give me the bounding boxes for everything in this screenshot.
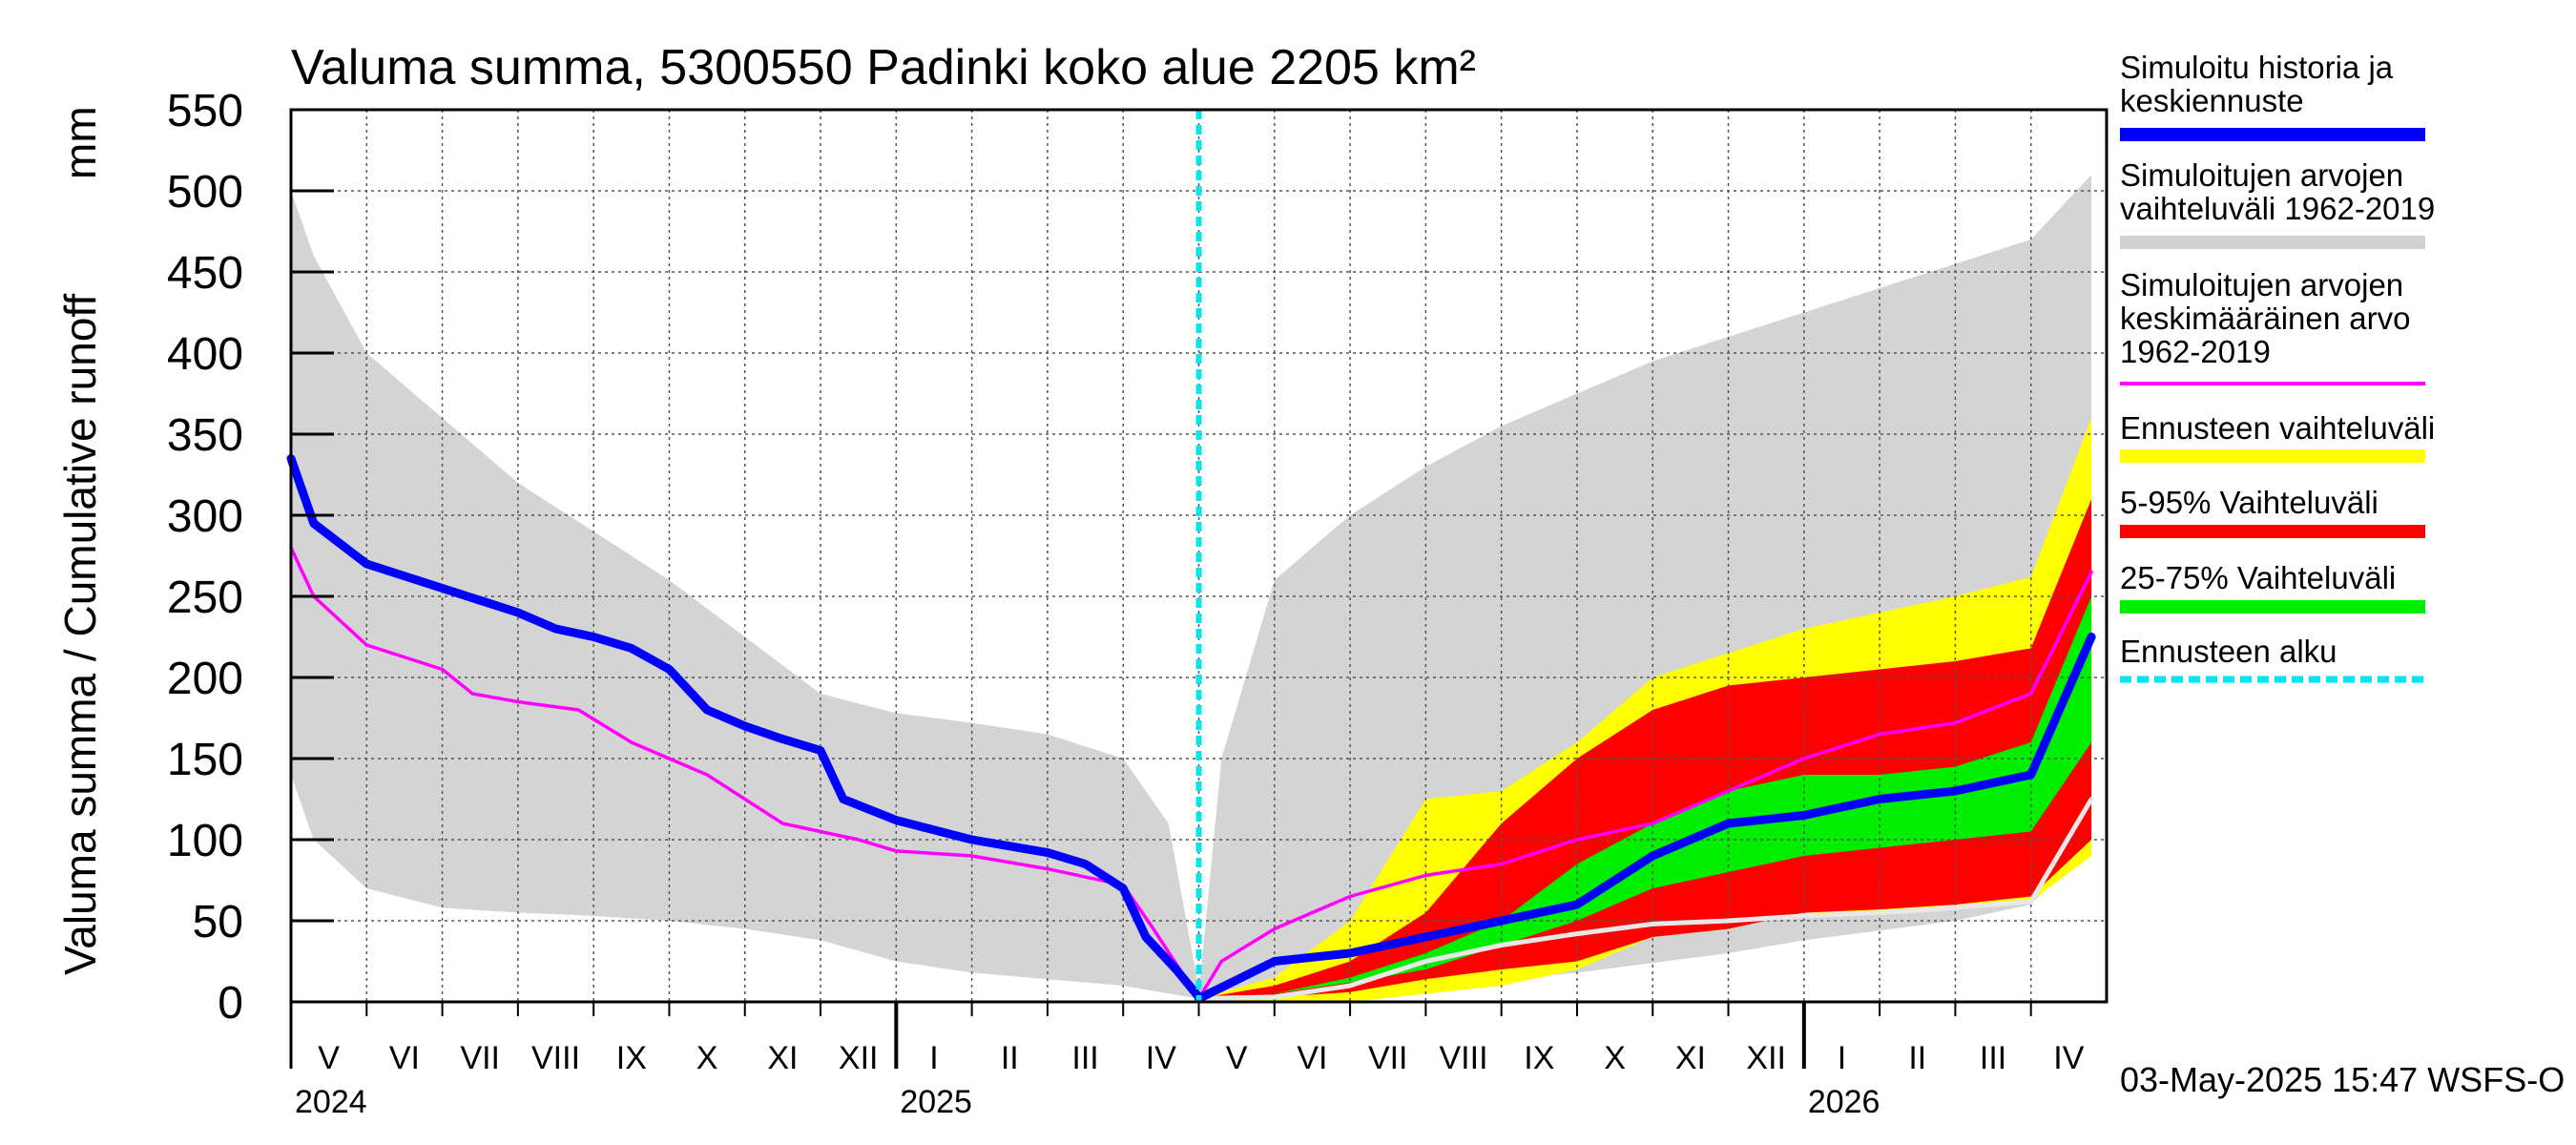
x-year-label: 2025	[900, 1084, 972, 1120]
x-month-label: XI	[767, 1040, 798, 1076]
legend-label: Simuloitujen arvojen	[2120, 157, 2403, 193]
legend-label: vaihteluväli 1962-2019	[2120, 191, 2435, 226]
legend-label: Ennusteen vaihteluväli	[2120, 410, 2435, 446]
plot-areas	[291, 175, 2092, 1002]
x-month-label: XII	[1746, 1040, 1786, 1076]
historical-low-line	[1196, 797, 2094, 1002]
timestamp: 03-May-2025 15:47 WSFS-O	[2120, 1060, 2565, 1099]
y-tick-label: 550	[167, 86, 243, 136]
chart-title: Valuma summa, 5300550 Padinki koko alue …	[291, 40, 1476, 95]
x-month-label: IV	[2053, 1040, 2084, 1076]
legend-item: 5-95% Vaihteluväli	[2120, 485, 2425, 538]
legend-label: keskimääräinen arvo	[2120, 301, 2410, 336]
y-tick-label: 100	[167, 816, 243, 866]
x-month-label: I	[1838, 1040, 1846, 1076]
history-range-band	[291, 191, 1199, 999]
legend: Simuloitu historia jakeskiennusteSimuloi…	[2120, 50, 2435, 683]
legend-label: Simuloitu historia ja	[2120, 50, 2394, 85]
y-tick-label: 250	[167, 572, 243, 623]
y-tick-label: 50	[193, 897, 243, 947]
legend-label: 5-95% Vaihteluväli	[2120, 485, 2379, 520]
legend-item: Ennusteen alku	[2120, 634, 2425, 683]
x-month-label: IX	[1524, 1040, 1554, 1076]
x-month-label: X	[696, 1040, 718, 1076]
forecast-mean-line	[1196, 570, 2093, 1001]
x-month-label: VI	[1297, 1040, 1327, 1076]
history-mean-line	[289, 546, 1201, 1001]
y-tick-label: 0	[218, 978, 243, 1029]
legend-label: 1962-2019	[2120, 334, 2271, 369]
legend-label: keskiennuste	[2120, 83, 2304, 118]
forecast-5-95-band	[1198, 499, 2092, 999]
x-month-label: VII	[460, 1040, 500, 1076]
x-month-label: IV	[1146, 1040, 1176, 1076]
y-tick-label: 400	[167, 329, 243, 380]
x-month-label: V	[1226, 1040, 1248, 1076]
legend-item: 25-75% Vaihteluväli	[2120, 560, 2425, 614]
x-month-label: I	[929, 1040, 938, 1076]
x-tick-labels: V VI VII VIII IX X XI XII I II III IV V VI VII VIII IX X X…	[295, 1040, 2085, 1120]
x-month-label: V	[318, 1040, 340, 1076]
x-month-label: VI	[389, 1040, 420, 1076]
y-tick-label: 350	[167, 410, 243, 461]
x-month-label: III	[1071, 1040, 1098, 1076]
x-month-label: II	[1908, 1040, 1926, 1076]
x-month-label: III	[1980, 1040, 2006, 1076]
y-tick-label: 300	[167, 491, 243, 542]
x-month-label: II	[1001, 1040, 1019, 1076]
x-month-label: VII	[1368, 1040, 1408, 1076]
legend-label: 25-75% Vaihteluväli	[2120, 560, 2396, 595]
legend-label: Ennusteen alku	[2120, 634, 2337, 669]
simulated-history-line	[286, 454, 1203, 1002]
plot-lines	[286, 110, 2096, 1004]
x-year-label: 2024	[295, 1084, 367, 1120]
x-month-label: XII	[839, 1040, 879, 1076]
y-axis-unit: mm	[55, 106, 105, 179]
plot-axes	[289, 108, 2109, 1069]
legend-item: Ennusteen vaihteluväli	[2120, 410, 2435, 463]
x-month-label: VIII	[1440, 1040, 1488, 1076]
y-tick-label: 450	[167, 248, 243, 299]
forecast-median-line	[1195, 633, 2096, 1004]
x-month-label: VIII	[531, 1040, 580, 1076]
y-tick-label: 200	[167, 654, 243, 704]
legend-label: Simuloitujen arvojen	[2120, 267, 2403, 302]
y-tick-label: 500	[167, 167, 243, 218]
y-axis-label: Valuma summa / Cumulative runoff	[55, 294, 105, 975]
y-tick-labels: 0 50 100 150 200 250 300 350 400 450 500 550	[167, 86, 243, 1029]
x-month-label: X	[1604, 1040, 1626, 1076]
x-month-label: XI	[1675, 1040, 1706, 1076]
x-year-label: 2026	[1808, 1084, 1880, 1120]
x-month-label: IX	[616, 1040, 647, 1076]
y-tick-label: 150	[167, 735, 243, 785]
